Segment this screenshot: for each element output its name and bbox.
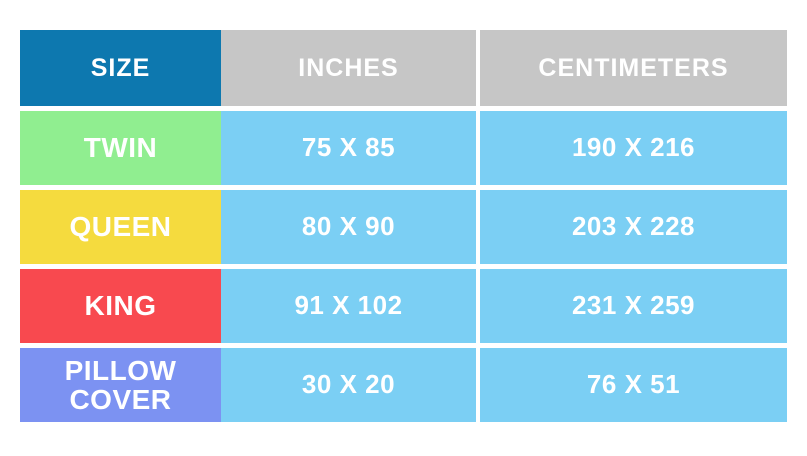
header-cell-size: SIZE bbox=[20, 30, 221, 106]
inches-value-cell: 80 X 90 bbox=[221, 190, 476, 264]
table-row-king: KING 91 X 102 231 X 259 bbox=[20, 269, 787, 343]
centimeters-value-cell: 203 X 228 bbox=[480, 190, 787, 264]
inches-value-cell: 30 X 20 bbox=[221, 348, 476, 422]
row-label-cell: QUEEN bbox=[20, 190, 221, 264]
row-label-cell: TWIN bbox=[20, 111, 221, 185]
header-cell-centimeters: CENTIMETERS bbox=[480, 30, 787, 106]
table-header-row: SIZE INCHES CENTIMETERS bbox=[20, 30, 787, 106]
row-label-cell: PILLOW COVER bbox=[20, 348, 221, 422]
table-row-twin: TWIN 75 X 85 190 X 216 bbox=[20, 111, 787, 185]
table-row-pillow-cover: PILLOW COVER 30 X 20 76 X 51 bbox=[20, 348, 787, 422]
table-row-queen: QUEEN 80 X 90 203 X 228 bbox=[20, 190, 787, 264]
centimeters-value-cell: 76 X 51 bbox=[480, 348, 787, 422]
size-chart-table: SIZE INCHES CENTIMETERS TWIN 75 X 85 190… bbox=[20, 30, 787, 427]
inches-value-cell: 91 X 102 bbox=[221, 269, 476, 343]
centimeters-value-cell: 190 X 216 bbox=[480, 111, 787, 185]
header-cell-inches: INCHES bbox=[221, 30, 476, 106]
inches-value-cell: 75 X 85 bbox=[221, 111, 476, 185]
row-label-cell: KING bbox=[20, 269, 221, 343]
centimeters-value-cell: 231 X 259 bbox=[480, 269, 787, 343]
